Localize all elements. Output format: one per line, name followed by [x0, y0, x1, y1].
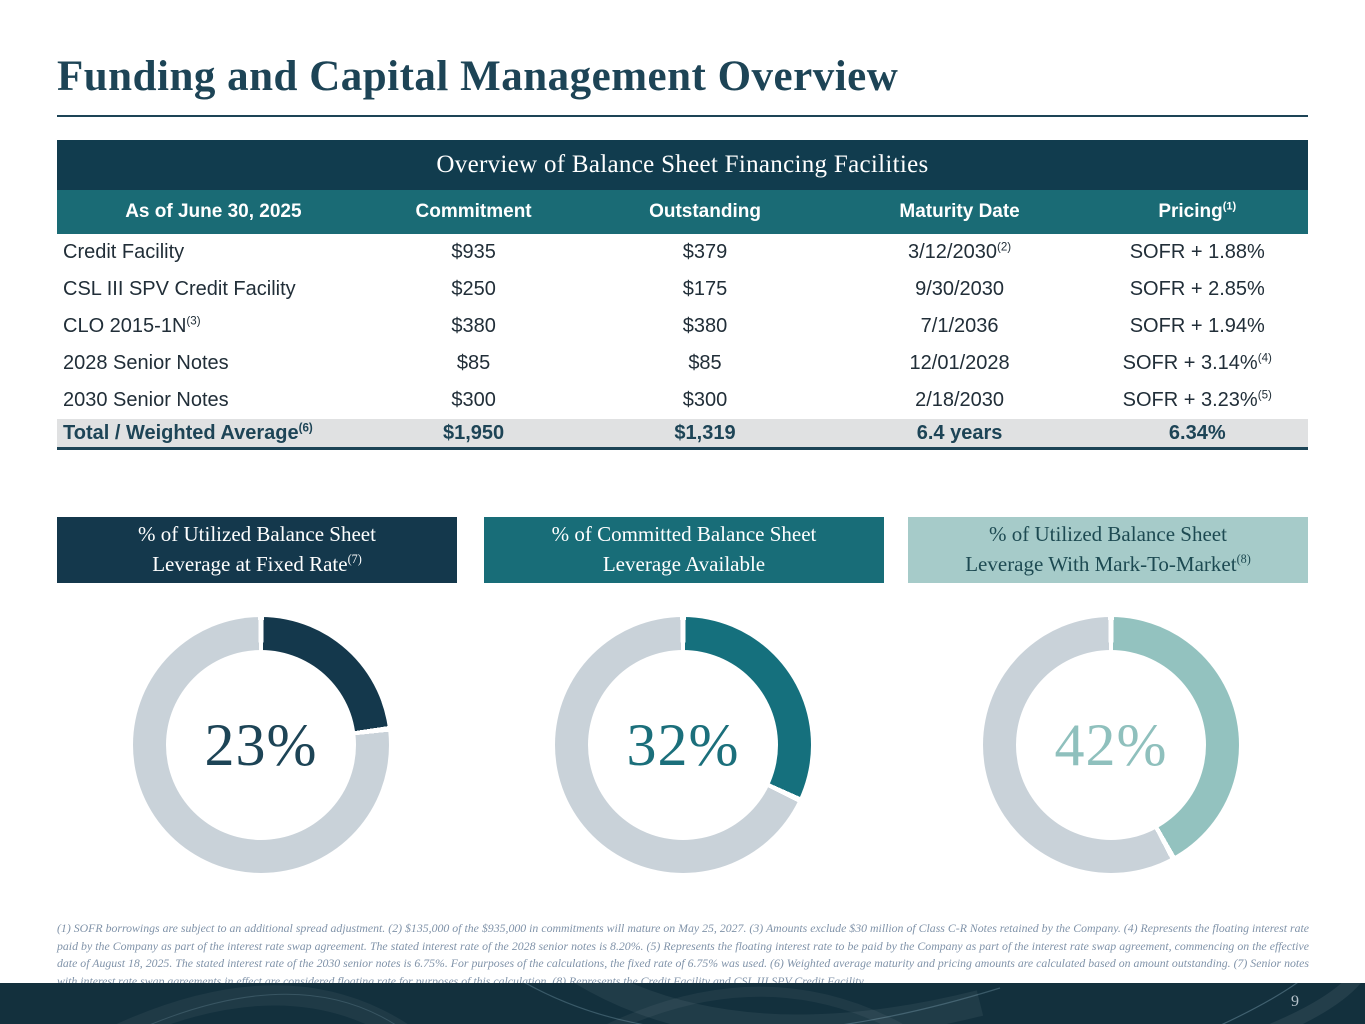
donut-value: 42%	[1054, 711, 1168, 778]
facility-name-cell: CLO 2015-1N(3)	[63, 314, 201, 337]
donut-hole: 42%	[1016, 650, 1206, 840]
commitment-cell: $85	[456, 352, 491, 374]
pricing-cell: SOFR + 1.94%	[1129, 315, 1265, 337]
chart-header-line: Leverage With Mark-To-Market(8)	[965, 552, 1251, 576]
title-underline	[57, 115, 1308, 117]
chart-header-line: Leverage at Fixed Rate(7)	[152, 552, 362, 576]
commitment-cell: $300	[451, 389, 496, 411]
donut-hole: 23%	[166, 650, 356, 840]
column-header-maturity-date: Maturity Date	[899, 201, 1020, 222]
financing-facilities-table: Overview of Balance Sheet Financing Faci…	[57, 140, 1308, 450]
column-header-pricing: Pricing(1)	[1158, 200, 1237, 222]
column-header-outstanding: Outstanding	[649, 201, 761, 222]
maturity-cell: 7/1/2036	[920, 315, 999, 337]
table-column-header-row: As of June 30, 2025 Commitment Outstandi…	[57, 190, 1308, 234]
facility-name-cell: 2030 Senior Notes	[63, 389, 229, 411]
table-row: CLO 2015-1N(3) $380 $380 7/1/2036 SOFR +…	[57, 308, 1308, 345]
chart-header-line: % of Committed Balance Sheet	[551, 522, 817, 547]
page-title: Funding and Capital Management Overview	[57, 53, 899, 100]
maturity-cell: 9/30/2030	[915, 278, 1005, 300]
commitment-cell: $250	[451, 278, 496, 300]
maturity-cell: 2/18/2030	[915, 389, 1005, 411]
pricing-cell: SOFR + 3.23%(5)	[1122, 388, 1272, 411]
chart-header-leverage-available: % of Committed Balance Sheet Leverage Av…	[484, 517, 884, 583]
donut-chart-leverage-available: 32%	[555, 617, 811, 873]
chart-header-mark-to-market: % of Utilized Balance Sheet Leverage Wit…	[908, 517, 1308, 583]
chart-header-line: Leverage Available	[602, 552, 766, 576]
pricing-cell: SOFR + 2.85%	[1129, 278, 1265, 300]
maturity-cell: 12/01/2028	[909, 352, 1010, 374]
maturity-cell: 3/12/2030(2)	[908, 240, 1012, 263]
chart-header-line: % of Utilized Balance Sheet	[989, 522, 1227, 547]
footnotes: (1) SOFR borrowings are subject to an ad…	[57, 921, 1309, 989]
total-commitment-cell: $1,950	[442, 421, 505, 444]
table-row: CSL III SPV Credit Facility $250 $175 9/…	[57, 271, 1308, 308]
facility-name-cell: CSL III SPV Credit Facility	[63, 278, 296, 300]
total-maturity-cell: 6.4 years	[916, 421, 1003, 444]
total-outstanding-cell: $1,319	[674, 421, 736, 444]
chart-header-fixed-rate: % of Utilized Balance Sheet Leverage at …	[57, 517, 457, 583]
donut-value: 32%	[626, 711, 740, 778]
outstanding-cell: $175	[682, 278, 728, 300]
commitment-cell: $380	[451, 315, 496, 337]
table-row: 2028 Senior Notes $85 $85 12/01/2028 SOF…	[57, 345, 1308, 382]
column-header-as-of-date: As of June 30, 2025	[125, 201, 302, 222]
pricing-cell: SOFR + 3.14%(4)	[1122, 351, 1272, 374]
total-label-cell: Total / Weighted Average(6)	[63, 420, 313, 444]
page-number: 9	[1291, 993, 1299, 1010]
outstanding-cell: $85	[688, 352, 722, 374]
outstanding-cell: $300	[682, 389, 728, 411]
commitment-cell: $935	[451, 241, 496, 263]
total-pricing-cell: 6.34%	[1168, 421, 1226, 444]
facility-name-cell: Credit Facility	[63, 241, 185, 263]
donut-hole: 32%	[588, 650, 778, 840]
swirl-decoration-icon	[116, 983, 1361, 1024]
facility-name-cell: 2028 Senior Notes	[63, 352, 229, 374]
pricing-cell: SOFR + 1.88%	[1129, 241, 1265, 263]
table-title: Overview of Balance Sheet Financing Faci…	[57, 140, 1308, 190]
table-total-row: Total / Weighted Average(6) $1,950 $1,31…	[57, 419, 1308, 450]
column-header-commitment: Commitment	[415, 201, 532, 222]
outstanding-cell: $379	[682, 241, 728, 263]
donut-value: 23%	[204, 711, 318, 778]
footer-bar: 9	[0, 983, 1365, 1024]
donut-chart-mark-to-market: 42%	[983, 617, 1239, 873]
chart-header-line: % of Utilized Balance Sheet	[138, 522, 376, 547]
table-row: 2030 Senior Notes $300 $300 2/18/2030 SO…	[57, 382, 1308, 419]
donut-chart-fixed-rate: 23%	[133, 617, 389, 873]
table-row: Credit Facility $935 $379 3/12/2030(2) S…	[57, 234, 1308, 271]
outstanding-cell: $380	[682, 315, 728, 337]
